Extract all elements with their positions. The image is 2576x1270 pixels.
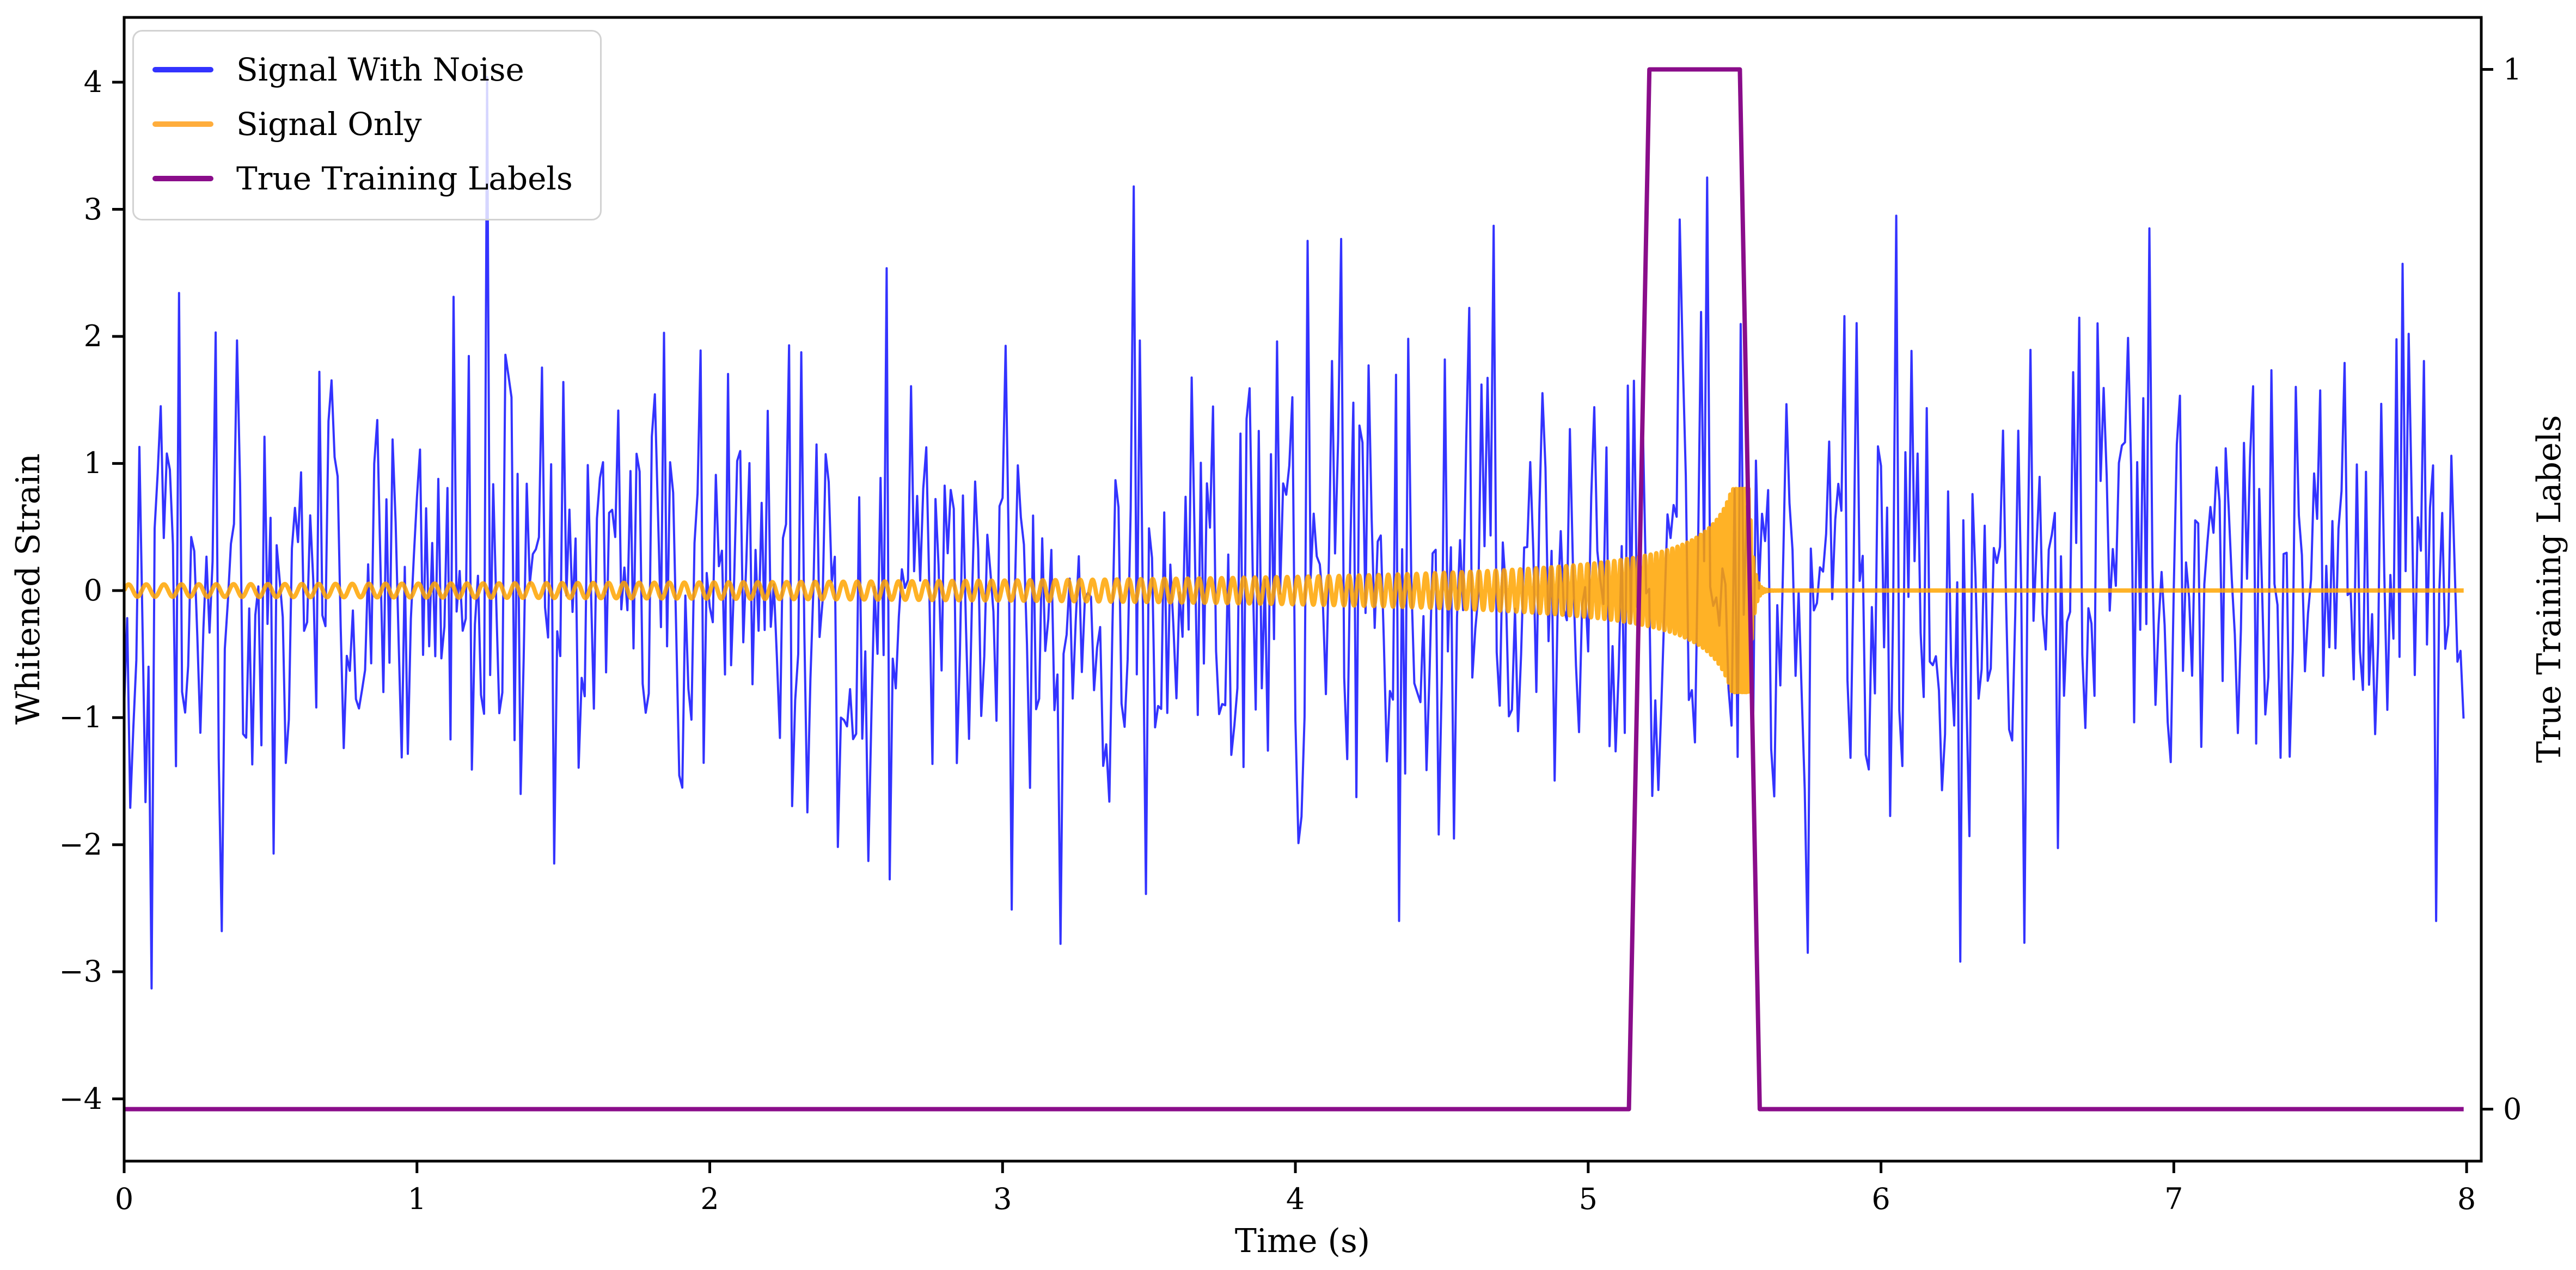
y-axis-label-right: True Training Labels — [2530, 415, 2568, 763]
legend-swatch — [152, 67, 213, 72]
x-tick-label: 7 — [2164, 1182, 2183, 1216]
x-tick-label: 8 — [2457, 1182, 2476, 1216]
x-tick-label: 1 — [407, 1182, 426, 1216]
y-tick-label-left: −3 — [59, 954, 102, 989]
legend: Signal With Noise Signal Only True Trainin… — [132, 30, 602, 220]
y-tick-label-left: −2 — [59, 827, 102, 862]
y-tick-label-left: 1 — [83, 446, 102, 481]
legend-swatch — [152, 121, 213, 127]
y-axis-label-left: Whitened Strain — [9, 453, 47, 725]
y-tick-label-left: 0 — [83, 573, 102, 608]
x-tick-label: 3 — [993, 1182, 1012, 1216]
series-signal-only-line — [122, 487, 2464, 695]
x-tick-label: 2 — [700, 1182, 719, 1216]
legend-item: Signal With Noise — [152, 42, 573, 97]
legend-item-label: Signal With Noise — [236, 51, 524, 88]
y-tick-label-right: 0 — [2503, 1091, 2522, 1126]
x-tick-label: 0 — [114, 1182, 134, 1216]
legend-item-label: True Training Labels — [236, 160, 573, 197]
y-tick-label-left: −4 — [59, 1081, 102, 1116]
y-tick-label-left: 3 — [83, 192, 102, 226]
plot-border — [123, 16, 2483, 1163]
series-true-training-labels-line — [124, 67, 2464, 1112]
y-tick-label-left: 4 — [83, 65, 102, 100]
x-tick-label: 4 — [1286, 1182, 1305, 1216]
y-tick-label-left: 2 — [83, 318, 102, 353]
series-signal-with-noise-line — [123, 76, 2465, 990]
x-axis-label: Time (s) — [1234, 1222, 1370, 1260]
x-tick-label: 6 — [1871, 1182, 1890, 1216]
x-tick-label: 5 — [1578, 1182, 1598, 1216]
y-tick-label-left: −1 — [59, 700, 102, 735]
legend-item: True Training Labels — [152, 151, 573, 206]
legend-item: Signal Only — [152, 97, 573, 151]
legend-swatch — [152, 176, 213, 181]
tick-marks — [112, 68, 2493, 1173]
y-tick-label-right: 1 — [2503, 52, 2522, 87]
legend-item-label: Signal Only — [236, 106, 422, 143]
